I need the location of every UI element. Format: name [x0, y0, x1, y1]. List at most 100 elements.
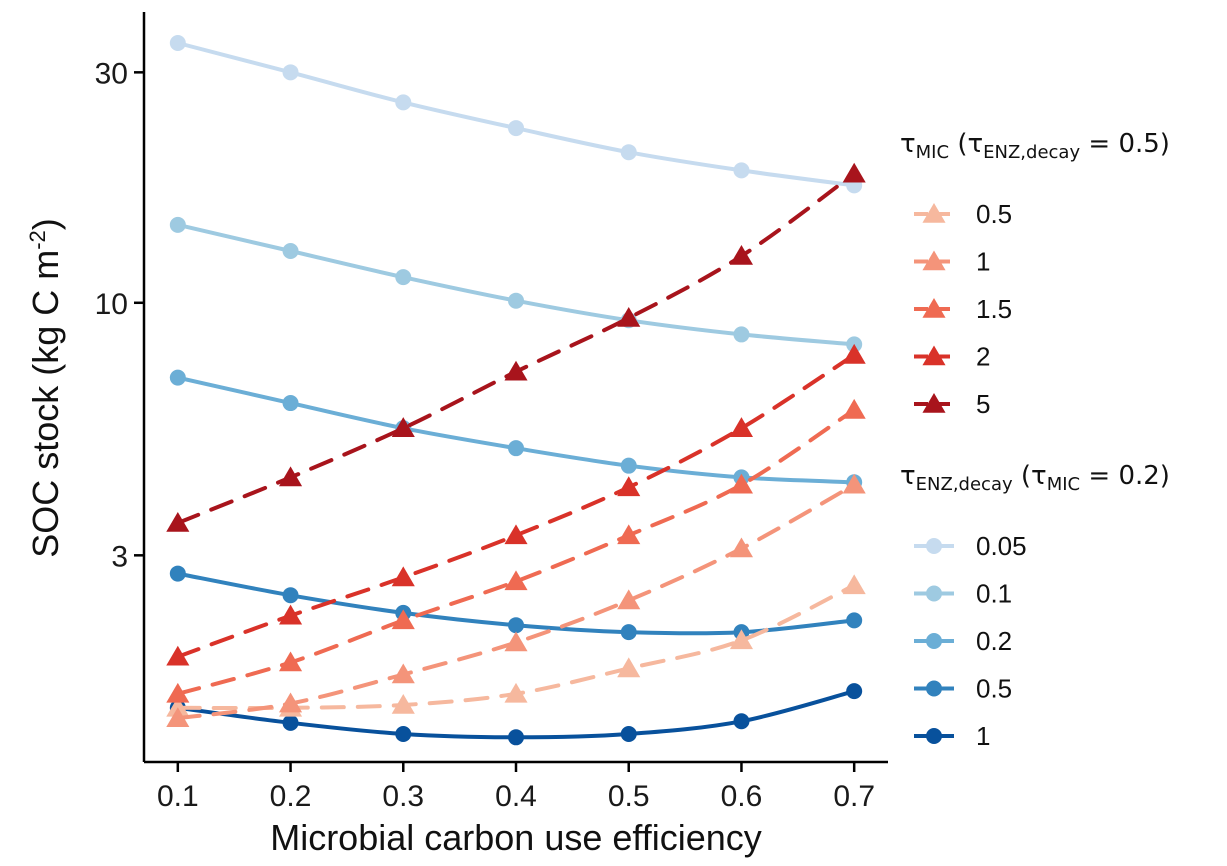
legend-group-tau-mic-title: τMIC (τENZ,decay = 0.5) — [900, 129, 1170, 163]
series-tau-mic-5 — [166, 162, 866, 532]
legend-key-marker — [926, 538, 942, 554]
series-tau-enz-0_2 — [169, 369, 863, 491]
data-point-tau-enz-1 — [508, 729, 524, 746]
legend-title-part: = 0.5) — [1080, 129, 1170, 159]
data-point-tau-enz-0_5 — [846, 612, 863, 629]
legend-key-marker — [926, 680, 942, 697]
series-line-tau-enz-0_2 — [175, 375, 857, 485]
data-point-tau-mic-1 — [842, 473, 866, 494]
data-point-tau-mic-1_5 — [278, 651, 303, 672]
data-point-tau-enz-1 — [282, 714, 299, 731]
legend-title-part: ENZ,decay — [983, 142, 1080, 163]
data-point-tau-mic-5 — [278, 466, 303, 487]
series-tau-mic-1_5 — [166, 398, 866, 703]
legend-label: 0.05 — [976, 531, 1027, 561]
legend-item: 1.5 — [914, 294, 1012, 324]
data-point-tau-mic-1_5 — [617, 524, 641, 545]
legend-item: 0.5 — [914, 674, 1012, 704]
x-axis-title: Microbial carbon use efficiency — [270, 817, 762, 858]
legend-title-part: MIC — [916, 142, 949, 163]
series-tau-enz-0_1 — [169, 216, 863, 353]
legend-item: 0.1 — [914, 579, 1012, 609]
data-point-tau-enz-1 — [733, 713, 750, 730]
legend-label: 1 — [976, 247, 990, 277]
legend-title-part: (τ — [949, 129, 983, 159]
data-point-tau-enz-0_5 — [620, 624, 637, 641]
data-point-tau-enz-0_5 — [282, 587, 299, 604]
data-point-tau-enz-0_05 — [508, 120, 524, 137]
data-point-tau-mic-2 — [729, 417, 754, 437]
data-point-tau-enz-0_2 — [169, 369, 186, 386]
y-axis-title-close: ) — [25, 218, 66, 230]
series-line-tau-enz-0_05 — [175, 41, 857, 188]
data-point-tau-enz-1 — [846, 683, 863, 700]
y-tick-label: 10 — [95, 288, 128, 321]
legend-item: 0.5 — [914, 199, 1012, 229]
data-point-tau-enz-0_1 — [733, 326, 750, 343]
data-point-tau-mic-1 — [504, 631, 528, 652]
data-point-tau-mic-5 — [842, 162, 866, 183]
legend-title-part: (τ — [1013, 461, 1047, 491]
data-point-tau-mic-0_5 — [166, 696, 190, 717]
data-point-tau-enz-0_1 — [169, 216, 186, 233]
series-line-tau-enz-0_1 — [175, 222, 857, 347]
legend-key-marker — [922, 203, 946, 223]
data-point-tau-mic-0_5 — [729, 629, 754, 650]
data-point-tau-enz-0_2 — [282, 395, 299, 412]
legend-item: 0.2 — [914, 626, 1012, 656]
data-point-tau-mic-5 — [729, 244, 754, 265]
data-point-tau-enz-0_05 — [733, 162, 750, 179]
series-tau-enz-0_05 — [169, 35, 863, 194]
series-tau-enz-1 — [169, 683, 863, 746]
data-point-tau-enz-0_2 — [620, 457, 637, 474]
legend-label: 0.5 — [976, 674, 1012, 704]
data-point-tau-mic-1_5 — [166, 682, 190, 703]
x-tick-label: 0.4 — [495, 780, 537, 813]
data-point-tau-mic-1 — [729, 537, 754, 558]
data-point-tau-mic-1_5 — [729, 473, 754, 494]
data-point-tau-mic-5 — [617, 307, 641, 327]
data-point-tau-mic-2 — [391, 566, 415, 587]
y-tick-label: 3 — [111, 540, 128, 573]
legend-key-marker — [922, 345, 946, 366]
x-tick-label: 0.5 — [608, 780, 650, 813]
data-point-tau-mic-1 — [166, 707, 190, 728]
legend-label: 2 — [976, 342, 990, 372]
legend-title-part: MIC — [1047, 474, 1080, 495]
data-point-tau-enz-0_1 — [282, 243, 299, 260]
legend-key-marker — [926, 728, 942, 744]
x-tick-label: 0.7 — [833, 780, 875, 813]
y-axis-title-main: SOC stock (kg C m — [25, 250, 66, 558]
legend-group-tau-mic: τMIC (τENZ,decay = 0.5) 0.5 1 1.5 2 5 — [900, 129, 1170, 419]
legend-label: 0.1 — [976, 579, 1012, 609]
data-point-tau-mic-2 — [842, 343, 866, 364]
data-point-tau-enz-0_05 — [395, 94, 412, 111]
data-point-tau-mic-1 — [391, 663, 415, 684]
y-axis-title-superscript: -2 — [25, 230, 50, 250]
series-tau-mic-1 — [166, 473, 866, 728]
legend-title-part: = 0.2) — [1080, 461, 1170, 491]
data-point-tau-enz-0_5 — [169, 565, 186, 582]
data-point-tau-enz-0_05 — [620, 144, 637, 161]
x-tick-label: 0.1 — [157, 780, 199, 813]
legend-key-marker — [922, 250, 946, 271]
data-point-tau-mic-2 — [166, 645, 190, 666]
legend-title-part: ENZ,decay — [916, 474, 1013, 495]
legend-title-part: τ — [900, 129, 916, 159]
legend-label: 1 — [976, 721, 990, 751]
data-point-tau-mic-1 — [617, 589, 641, 610]
legend-group-tau-enz: τENZ,decay (τMIC = 0.2) 0.05 0.1 0.2 0.5 1 — [900, 461, 1170, 751]
legend-label: 5 — [976, 389, 990, 419]
legend-label: 0.2 — [976, 626, 1012, 656]
legend-item: 2 — [914, 342, 990, 372]
series-tau-mic-2 — [166, 343, 866, 666]
y-tick-label: 30 — [95, 57, 128, 90]
data-point-tau-enz-0_1 — [508, 292, 524, 309]
data-point-tau-enz-1 — [620, 725, 637, 742]
y-axis-title: SOC stock (kg C m-2) — [25, 218, 66, 558]
data-point-tau-mic-5 — [166, 511, 190, 532]
data-point-tau-mic-0_5 — [391, 693, 415, 714]
x-tick-label: 0.2 — [270, 780, 312, 813]
legend-label: 1.5 — [976, 294, 1012, 324]
